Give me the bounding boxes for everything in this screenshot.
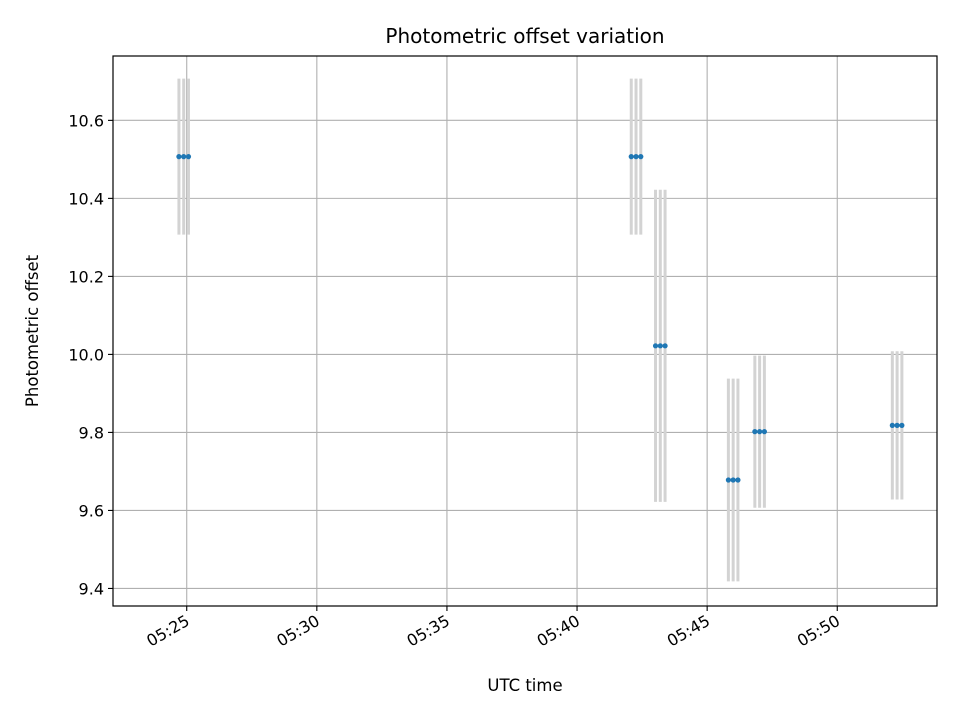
data-point [652,343,659,349]
plot-frame [112,55,938,607]
data-point [181,154,187,160]
data-point [662,343,668,349]
y-tick-label: 9.6 [79,501,104,520]
y-axis: 9.4 9.6 9.8 10.0 10.2 10.4 10.6 [68,111,113,598]
data-point [633,154,639,160]
data-point [757,429,763,435]
data-points [176,154,905,483]
y-tick-label: 10.2 [68,267,104,286]
x-axis-label: UTC time [487,676,562,695]
data-point [628,154,634,160]
data-point [185,154,192,160]
y-tick-label: 10.6 [68,111,104,130]
data-point [761,429,767,435]
data-point [899,422,905,428]
data-point [725,477,731,483]
data-point [735,477,741,483]
data-point [894,422,900,428]
y-axis-label: Photometric offset [23,254,42,407]
data-point [176,154,182,160]
chart-title: Photometric offset variation [385,24,664,48]
y-tick-label: 9.4 [79,579,104,598]
data-point [638,154,644,160]
data-point [730,477,736,483]
data-point [889,422,895,428]
data-point [657,343,663,349]
y-tick-label: 10.0 [68,345,104,364]
y-tick-label: 10.4 [68,189,104,208]
grid [113,56,937,606]
data-point [752,429,758,435]
y-tick-label: 9.8 [79,423,104,442]
